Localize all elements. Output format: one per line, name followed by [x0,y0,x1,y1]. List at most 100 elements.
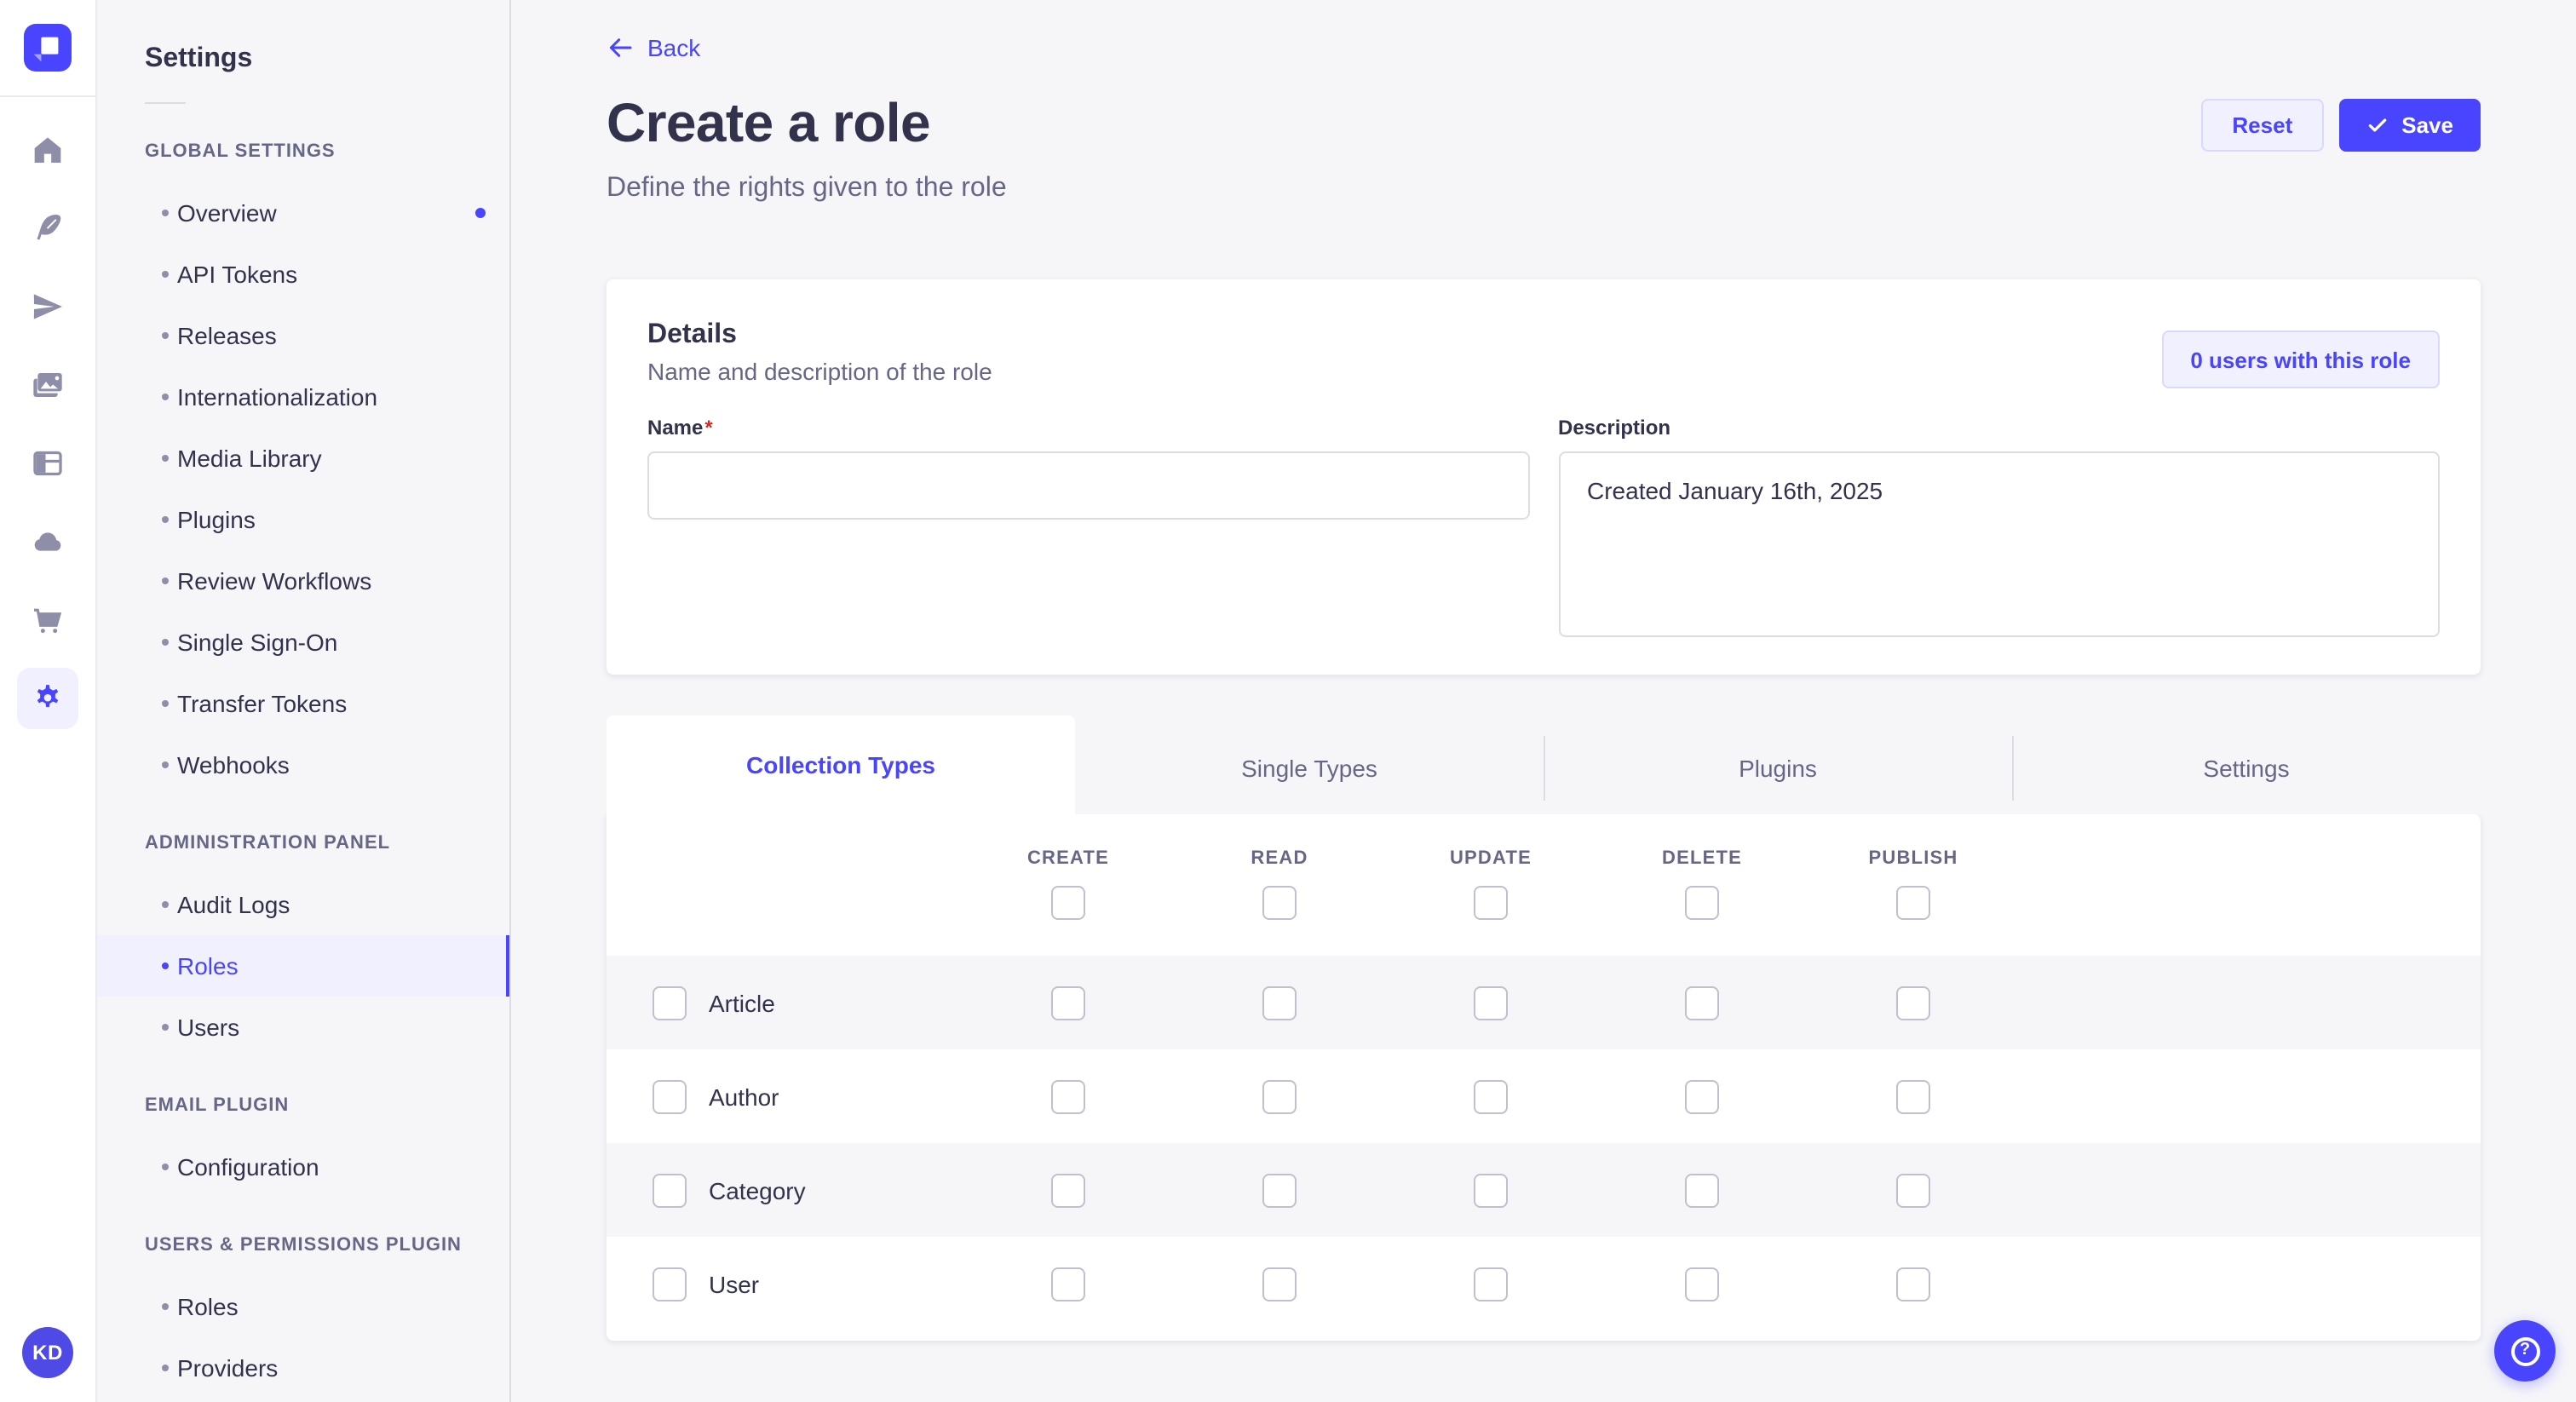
header-actions: Reset Save [2201,99,2481,152]
permission-checkbox-user-update[interactable] [1474,1267,1508,1301]
permission-checkbox-category-update[interactable] [1474,1173,1508,1207]
sidebar-item-review-workflows[interactable]: Review Workflows [97,550,509,612]
permission-checkbox-user-create[interactable] [1051,1267,1085,1301]
sidebar-title: Settings [145,44,253,73]
sidebar-item-internationalization[interactable]: Internationalization [97,366,509,428]
sidebar-item-overview[interactable]: Overview [97,182,509,244]
permission-checkbox-category-read[interactable] [1262,1173,1297,1207]
permission-cell-author-delete [1596,1079,1808,1113]
permission-cell-user-update [1385,1267,1596,1301]
permission-checkbox-author-read[interactable] [1262,1079,1297,1113]
permission-checkbox-category-publish[interactable] [1896,1173,1930,1207]
permission-checkbox-author-delete[interactable] [1685,1079,1719,1113]
sidebar-item-label: Overview [177,199,277,227]
home-icon[interactable] [17,119,78,181]
description-textarea[interactable]: Created January 16th, 2025 [1558,451,2440,637]
strapi-logo[interactable] [24,24,72,72]
rail-divider [0,95,95,97]
permissions-panel: Collection Types Single Types Plugins Setti… [607,715,2481,1341]
tab-plugins[interactable]: Plugins [1544,722,2012,814]
permission-cell-category-update [1385,1173,1596,1207]
column-header-publish: PUBLISH [1808,848,2019,869]
users-with-role-button[interactable]: 0 users with this role [2161,330,2440,388]
sidebar-item-roles[interactable]: Roles [97,1276,509,1337]
row-checkbox-user[interactable] [653,1267,687,1301]
row-checkbox-article[interactable] [653,985,687,1020]
sidebar-item-plugins[interactable]: Plugins [97,489,509,550]
permission-checkbox-user-read[interactable] [1262,1267,1297,1301]
help-button[interactable]: ? [2494,1320,2556,1382]
sidebar-item-single-sign-on[interactable]: Single Sign-On [97,612,509,673]
required-asterisk: * [704,416,713,440]
sidebar-section-list: Roles Providers [97,1276,509,1399]
row-checkbox-category[interactable] [653,1173,687,1207]
sidebar-item-users[interactable]: Users [97,997,509,1058]
permission-checkbox-user-delete[interactable] [1685,1267,1719,1301]
select-all-checkbox-create[interactable] [1051,886,1085,920]
paper-plane-icon[interactable] [17,276,78,337]
save-label: Save [2401,112,2453,138]
select-all-cell-create [963,886,1174,920]
sidebar-item-roles[interactable]: Roles [97,935,509,997]
permission-checkbox-category-create[interactable] [1051,1173,1085,1207]
permission-checkbox-article-delete[interactable] [1685,985,1719,1020]
permission-cell-category-delete [1596,1173,1808,1207]
bullet-icon [162,516,169,523]
permission-cell-author-create [963,1079,1174,1113]
bullet-icon [162,1303,169,1310]
cloud-icon[interactable] [17,511,78,572]
permission-checkbox-author-publish[interactable] [1896,1079,1930,1113]
permission-checkbox-author-create[interactable] [1051,1079,1085,1113]
bullet-icon [162,210,169,216]
sidebar-item-label: Providers [177,1354,279,1382]
permission-cell-user-publish [1808,1267,2019,1301]
description-field-group: Description Created January 16th, 2025 [1558,416,2440,646]
tab-collection-types[interactable]: Collection Types [607,715,1075,814]
sidebar-item-media-library[interactable]: Media Library [97,428,509,489]
back-link[interactable]: Back [607,34,700,61]
reset-button[interactable]: Reset [2201,99,2324,152]
sidebar-item-configuration[interactable]: Configuration [97,1136,509,1198]
sidebar-item-releases[interactable]: Releases [97,305,509,366]
media-library-icon[interactable] [17,354,78,416]
layout-icon[interactable] [17,433,78,494]
gear-icon[interactable] [17,668,78,729]
permission-checkbox-article-publish[interactable] [1896,985,1930,1020]
permission-checkbox-user-publish[interactable] [1896,1267,1930,1301]
sidebar-item-webhooks[interactable]: Webhooks [97,734,509,796]
rail-nav [0,119,95,746]
select-all-checkbox-publish[interactable] [1896,886,1930,920]
select-all-checkbox-update[interactable] [1474,886,1508,920]
avatar[interactable]: KD [22,1327,73,1378]
sidebar-section-label: GLOBAL SETTINGS [145,141,336,162]
permission-checkbox-author-update[interactable] [1474,1079,1508,1113]
row-checkbox-author[interactable] [653,1079,687,1113]
bullet-icon [162,962,169,969]
sidebar-item-api-tokens[interactable]: API Tokens [97,244,509,305]
feather-icon[interactable] [17,198,78,259]
select-all-checkbox-delete[interactable] [1685,886,1719,920]
sidebar-section-label: USERS & PERMISSIONS PLUGIN [145,1235,462,1255]
sidebar-item-providers[interactable]: Providers [97,1337,509,1399]
check-icon [2366,114,2388,136]
cart-icon[interactable] [17,589,78,651]
permission-checkbox-article-read[interactable] [1262,985,1297,1020]
sidebar-item-audit-logs[interactable]: Audit Logs [97,874,509,935]
name-input[interactable] [647,451,1529,520]
bullet-icon [162,1024,169,1031]
permission-checkbox-category-delete[interactable] [1685,1173,1719,1207]
bullet-icon [162,1365,169,1371]
select-all-cell-delete [1596,886,1808,920]
sidebar-section-label: EMAIL PLUGIN [145,1095,290,1116]
permission-cell-user-delete [1596,1267,1808,1301]
select-all-checkbox-read[interactable] [1262,886,1297,920]
permission-checkbox-article-update[interactable] [1474,985,1508,1020]
row-label: Article [709,989,775,1016]
permission-checkbox-article-create[interactable] [1051,985,1085,1020]
select-all-cell-read [1174,886,1385,920]
save-button[interactable]: Save [2338,99,2481,152]
tab-single-types[interactable]: Single Types [1075,722,1544,814]
tab-settings[interactable]: Settings [2012,722,2481,814]
sidebar-item-transfer-tokens[interactable]: Transfer Tokens [97,673,509,734]
select-all-cell-publish [1808,886,2019,920]
